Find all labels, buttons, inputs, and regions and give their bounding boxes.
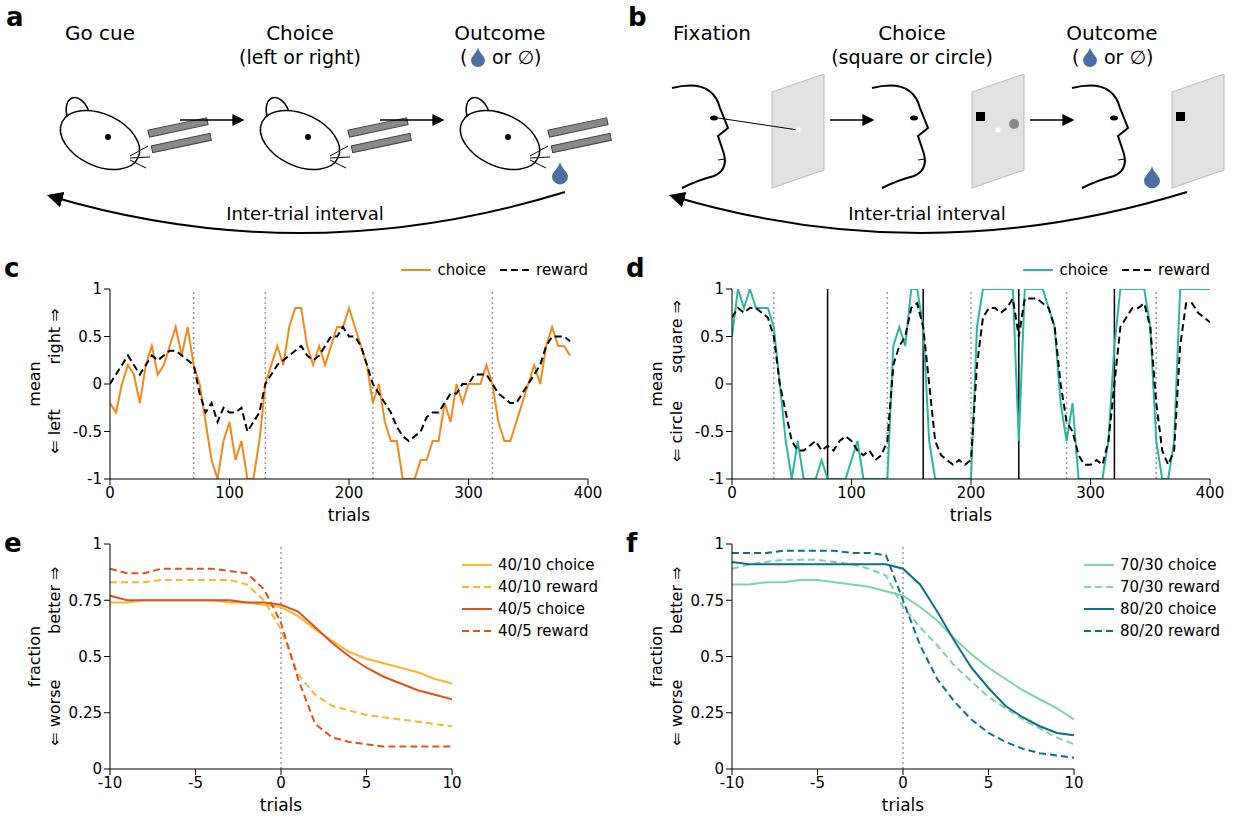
svg-text:0.25: 0.25 — [691, 704, 724, 722]
svg-text:0: 0 — [276, 774, 286, 792]
svg-text:0: 0 — [898, 774, 908, 792]
svg-text:better ⇒: better ⇒ — [667, 567, 686, 634]
svg-text:or ∅): or ∅) — [492, 46, 541, 68]
svg-text:⇐ circle: ⇐ circle — [667, 401, 686, 462]
svg-text:Inter-trial interval: Inter-trial interval — [848, 203, 1005, 224]
svg-text:0: 0 — [92, 760, 102, 778]
svg-text:0.25: 0.25 — [69, 704, 102, 722]
svg-text:300: 300 — [454, 484, 483, 502]
svg-text:Go cue: Go cue — [65, 21, 135, 45]
html-text:40/5 choice: 40/5 choice — [498, 600, 585, 618]
svg-text:0.5: 0.5 — [78, 328, 102, 346]
svg-text:5: 5 — [362, 774, 372, 792]
svg-text:⇐ worse: ⇐ worse — [45, 680, 64, 746]
html-text:80/20 choice: 80/20 choice — [1120, 600, 1217, 618]
svg-text:(square or circle): (square or circle) — [831, 46, 993, 68]
svg-text:Fixation: Fixation — [673, 21, 751, 45]
svg-text:Choice: Choice — [878, 21, 946, 45]
html-text:80/20 reward: 80/20 reward — [1120, 622, 1220, 640]
html-text:40/5 reward: 40/5 reward — [498, 622, 589, 640]
svg-text:0.75: 0.75 — [691, 592, 724, 610]
svg-text:200: 200 — [957, 484, 986, 502]
svg-text:100: 100 — [215, 484, 244, 502]
svg-text:fraction: fraction — [25, 626, 44, 687]
svg-text:mean: mean — [647, 361, 666, 406]
html-text:40/10 choice: 40/10 choice — [498, 556, 595, 574]
html-text:reward: reward — [536, 261, 588, 279]
html-text:reward: reward — [1158, 261, 1210, 279]
html-text:d: d — [626, 253, 645, 283]
html-text:70/30 choice: 70/30 choice — [1120, 556, 1217, 574]
svg-text:-0.5: -0.5 — [695, 423, 724, 441]
svg-text:-0.5: -0.5 — [73, 423, 102, 441]
svg-text:0: 0 — [105, 484, 115, 502]
svg-text:mean: mean — [25, 361, 44, 406]
svg-text:5: 5 — [984, 774, 994, 792]
svg-text:a: a — [6, 2, 24, 32]
svg-text:Inter-trial interval: Inter-trial interval — [226, 203, 383, 224]
svg-text:right ⇒: right ⇒ — [45, 308, 64, 364]
svg-text:⇐ worse: ⇐ worse — [667, 680, 686, 746]
svg-text:fraction: fraction — [647, 626, 666, 687]
svg-text:1: 1 — [714, 535, 724, 553]
svg-text:0: 0 — [92, 375, 102, 393]
svg-text:Outcome: Outcome — [1066, 21, 1157, 45]
svg-text:100: 100 — [837, 484, 866, 502]
svg-text:Choice: Choice — [266, 21, 334, 45]
svg-text:⇐ left: ⇐ left — [45, 409, 64, 453]
svg-text:(left or right): (left or right) — [239, 46, 361, 68]
html-text:e: e — [4, 528, 22, 558]
svg-text:0.75: 0.75 — [69, 592, 102, 610]
svg-text:or ∅): or ∅) — [1104, 46, 1153, 68]
svg-text:-5: -5 — [188, 774, 203, 792]
svg-text:trials: trials — [950, 505, 993, 525]
svg-text:(: ( — [460, 46, 467, 68]
svg-text:-5: -5 — [810, 774, 825, 792]
svg-text:10: 10 — [442, 774, 461, 792]
svg-text:10: 10 — [1064, 774, 1083, 792]
svg-text:-10: -10 — [97, 773, 123, 792]
svg-text:better ⇒: better ⇒ — [45, 567, 64, 634]
svg-text:1: 1 — [714, 280, 724, 298]
svg-text:0: 0 — [714, 760, 724, 778]
svg-text:trials: trials — [328, 505, 371, 525]
svg-text:1: 1 — [92, 280, 102, 298]
svg-text:0: 0 — [714, 375, 724, 393]
svg-text:-1: -1 — [87, 470, 102, 488]
svg-text:b: b — [628, 2, 647, 32]
svg-text:200: 200 — [335, 484, 364, 502]
html-text:70/30 reward: 70/30 reward — [1120, 578, 1220, 596]
html-text:choice: choice — [437, 261, 486, 279]
svg-text:0.5: 0.5 — [700, 648, 724, 666]
svg-text:0.5: 0.5 — [78, 648, 102, 666]
html-text:f: f — [626, 528, 638, 558]
svg-text:1: 1 — [92, 535, 102, 553]
svg-text:square ⇒: square ⇒ — [667, 300, 686, 373]
html-text:c: c — [4, 253, 20, 283]
svg-text:0.5: 0.5 — [700, 328, 724, 346]
svg-text:400: 400 — [574, 484, 603, 502]
svg-text:trials: trials — [882, 795, 925, 815]
svg-text:-10: -10 — [719, 773, 745, 792]
svg-text:Outcome: Outcome — [454, 21, 545, 45]
svg-text:-1: -1 — [709, 470, 724, 488]
svg-text:0: 0 — [727, 484, 737, 502]
svg-text:300: 300 — [1076, 484, 1105, 502]
svg-text:trials: trials — [260, 795, 303, 815]
html-text:40/10 reward: 40/10 reward — [498, 578, 598, 596]
svg-text:400: 400 — [1196, 484, 1225, 502]
html-text:choice: choice — [1059, 261, 1108, 279]
svg-text:(: ( — [1072, 46, 1079, 68]
